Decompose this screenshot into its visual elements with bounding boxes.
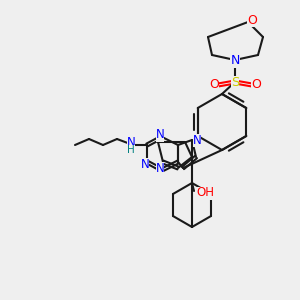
Text: N: N xyxy=(141,158,149,170)
Text: H: H xyxy=(127,145,135,155)
Text: O: O xyxy=(209,79,219,92)
Text: S: S xyxy=(231,76,239,88)
Text: N: N xyxy=(127,136,135,149)
Text: N: N xyxy=(156,161,164,175)
Text: N: N xyxy=(156,128,164,142)
Text: OH: OH xyxy=(196,187,214,200)
Text: N: N xyxy=(230,55,240,68)
Text: N: N xyxy=(193,134,201,146)
Text: O: O xyxy=(247,14,257,26)
Text: O: O xyxy=(251,79,261,92)
